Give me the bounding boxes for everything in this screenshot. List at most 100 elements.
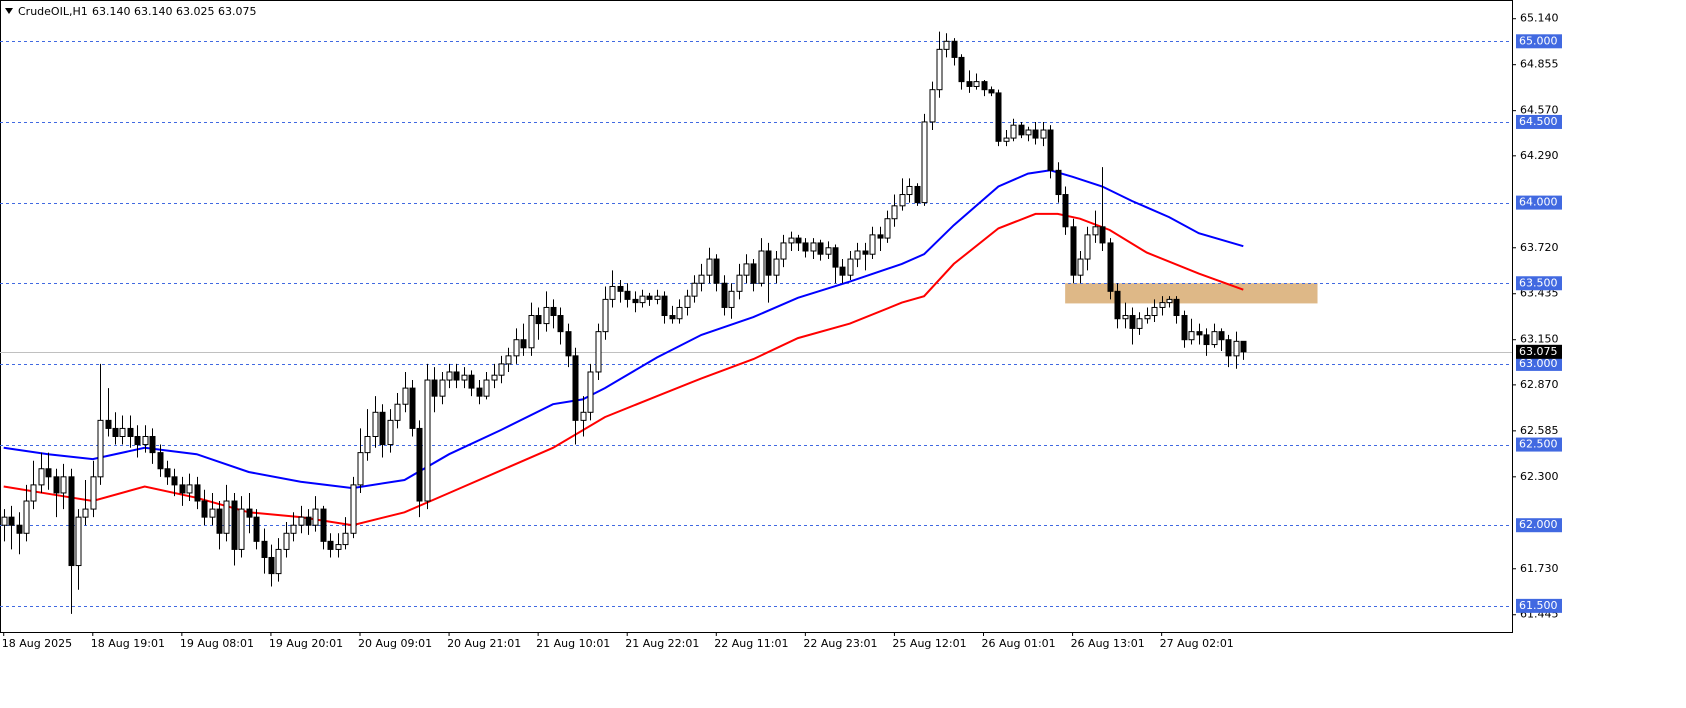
candle-body [595,331,602,373]
candle-body [194,484,201,502]
candle-body [765,250,772,276]
candle-body [550,306,557,317]
candle-body [624,290,631,300]
candle-body [795,237,802,244]
candle-body [661,295,668,317]
candle-body [446,371,453,381]
candle-body [505,355,512,365]
candle-body [164,468,171,478]
candle-body [646,295,653,300]
candle-body [758,250,765,284]
candle-body [743,263,750,276]
candle-body [587,371,594,413]
x-tick-label: 22 Aug 11:01 [714,637,788,650]
candle-body [498,363,505,376]
candle-body [1,516,8,526]
candle-body [884,218,891,239]
candle-body [1047,129,1054,171]
candle-body [1173,298,1180,317]
candle-body [186,484,193,494]
candle-body [1136,318,1143,329]
candle-body [379,411,386,446]
level-label-box [1516,518,1562,533]
candle-body [75,516,82,567]
candle-body [1151,306,1158,317]
x-tick-label: 19 Aug 20:01 [269,637,343,650]
candle-body [38,468,45,486]
candle-body [1107,242,1114,292]
y-tick-label: 64.570 [1520,104,1559,117]
level-label: 65.000 [1519,34,1558,47]
level-label: 64.000 [1519,196,1558,209]
y-tick-label: 64.290 [1520,149,1559,162]
candle-body [142,435,149,446]
candle-body [268,556,275,575]
candle-body [216,508,223,534]
level-label-box [1516,195,1562,210]
candle-body [53,476,60,494]
level-label: 62.500 [1519,438,1558,451]
y-tick-label: 62.300 [1520,470,1559,483]
candle-body [802,242,809,252]
x-tick-label: 26 Aug 01:01 [982,637,1056,650]
candle-body [1129,315,1136,329]
candle-body [817,242,824,255]
candle-body [572,355,579,421]
candle-body [201,500,208,518]
candle-body [238,508,245,550]
candle-body [728,290,735,308]
candle-body [580,411,587,421]
candle-body [1010,124,1017,139]
candle-body [943,40,950,50]
y-tick-label: 62.870 [1520,378,1559,391]
candle-body [1211,331,1218,346]
candle-body [847,258,854,276]
candle-body [134,435,141,446]
candle-body [209,508,216,518]
candle-body [684,295,691,308]
y-tick-label: 62.585 [1520,424,1559,437]
x-tick-label: 25 Aug 12:01 [892,637,966,650]
level-label: 64.500 [1519,115,1558,128]
candle-body [179,484,186,494]
candle-body [1114,290,1121,320]
candle-body [713,258,720,284]
candle-body [416,427,423,502]
candle-body [1144,315,1151,320]
candle-body [1077,258,1084,276]
candle-body [476,387,483,397]
candle-body [372,411,379,437]
candle-body [1218,331,1225,341]
candle-body [127,427,134,437]
level-label: 63.000 [1519,357,1558,370]
candle-body [906,185,913,196]
candle-body [1055,169,1062,196]
candle-body [921,121,928,204]
candle-body [1032,129,1039,139]
candle-body [105,419,112,429]
candle-body [1203,334,1210,346]
candle-body [966,81,973,87]
candle-body [68,476,75,567]
candle-body [602,298,609,333]
candle-body [899,194,906,207]
y-tick-label: 65.140 [1520,12,1559,25]
y-tick-label: 64.855 [1520,58,1559,71]
moving-average [3,169,1244,490]
candle-body [617,285,624,292]
candle-body [1025,129,1032,136]
candle-body [16,524,23,534]
current-price-box [1516,344,1562,359]
level-label-box [1516,34,1562,49]
level-label: 63.500 [1519,276,1558,289]
candle-body [691,282,698,297]
candle-body [721,282,728,308]
x-tick-label: 18 Aug 19:01 [91,637,165,650]
candle-body [1003,137,1010,142]
candle-body [97,419,104,478]
menu-triangle[interactable] [5,8,13,14]
candle-body [914,185,921,204]
candle-body [290,524,297,534]
candle-body [981,81,988,91]
candle-body [1092,226,1099,236]
